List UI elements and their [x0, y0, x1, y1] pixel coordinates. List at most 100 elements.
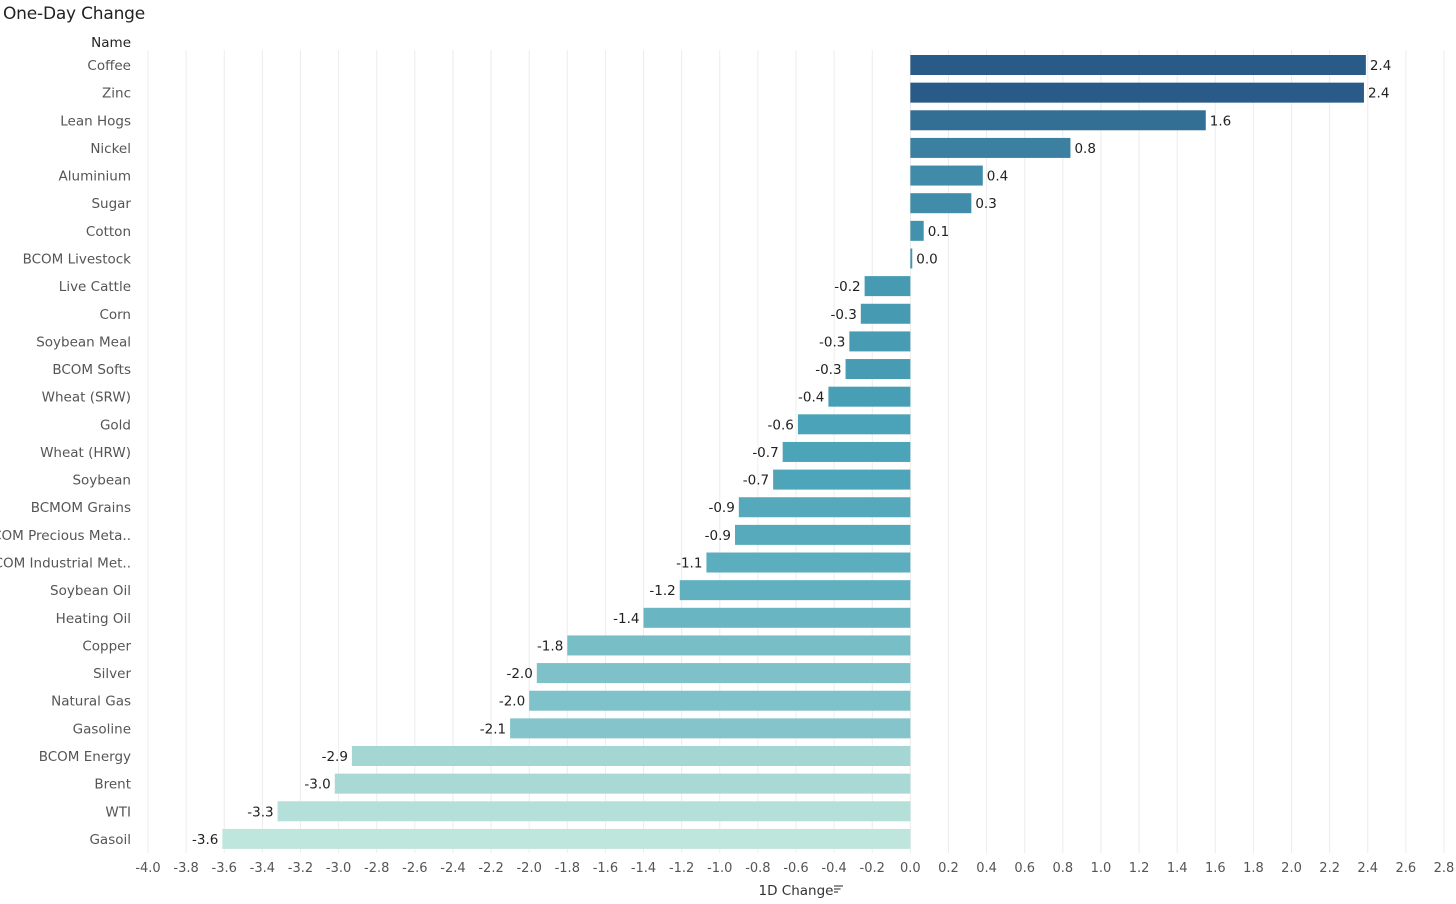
- bar[interactable]: [529, 690, 911, 711]
- category-label: Sugar: [91, 196, 131, 212]
- bar[interactable]: [845, 359, 911, 380]
- data-label: -1.8: [537, 638, 563, 654]
- labels: Name Coffee 2.4 Zinc 2.4 Lean Hogs 1.6 Nickel 0.…: [0, 35, 1391, 848]
- category-label: Zinc: [102, 86, 131, 102]
- bar[interactable]: [510, 718, 911, 739]
- data-label: -0.3: [819, 334, 845, 350]
- data-label: 0.0: [916, 251, 937, 267]
- category-label: Corn: [99, 307, 131, 323]
- x-tick-label: 1.0: [1091, 861, 1112, 876]
- x-tick-label: 2.4: [1357, 861, 1378, 876]
- chart-title: One-Day Change: [3, 4, 146, 24]
- data-label: -2.0: [499, 694, 525, 710]
- x-tick-label: -0.2: [860, 861, 885, 876]
- x-tick-label: 1.2: [1129, 861, 1150, 876]
- x-tick-label: -0.6: [783, 861, 808, 876]
- data-label: -0.4: [798, 390, 824, 406]
- x-tick-label: 1.6: [1205, 861, 1226, 876]
- x-tick-label: -2.8: [364, 861, 389, 876]
- row-header: Name: [91, 35, 131, 51]
- category-label: Lean Hogs: [60, 113, 131, 129]
- bar[interactable]: [536, 663, 911, 684]
- category-label: BCOM Livestock: [23, 251, 132, 267]
- x-tick-label: -1.2: [669, 861, 694, 876]
- bar[interactable]: [860, 303, 911, 324]
- bar[interactable]: [910, 137, 1071, 158]
- category-label: Natural Gas: [51, 694, 131, 710]
- bar[interactable]: [773, 469, 911, 490]
- data-label: 2.4: [1370, 58, 1391, 74]
- data-label: -2.1: [480, 721, 506, 737]
- data-label: -0.7: [743, 473, 769, 489]
- bar[interactable]: [351, 746, 911, 766]
- data-label: -3.6: [192, 832, 218, 848]
- category-label: Nickel: [90, 141, 131, 157]
- bar[interactable]: [567, 635, 911, 656]
- x-tick-label: -3.2: [288, 861, 313, 876]
- bars: [222, 55, 1366, 849]
- bar[interactable]: [910, 248, 913, 269]
- data-label: 0.1: [928, 224, 949, 240]
- category-label: Live Cattle: [59, 279, 131, 295]
- data-label: -0.3: [830, 307, 856, 323]
- category-label: Soybean Meal: [36, 334, 131, 350]
- bar[interactable]: [849, 331, 911, 352]
- bar[interactable]: [222, 828, 911, 849]
- category-label: BCMOM Grains: [31, 500, 131, 516]
- bar[interactable]: [782, 441, 911, 462]
- data-label: 0.8: [1074, 141, 1095, 157]
- bar[interactable]: [735, 524, 911, 545]
- category-label: Coffee: [87, 58, 131, 74]
- data-label: -0.9: [708, 500, 734, 516]
- bar[interactable]: [706, 552, 911, 573]
- x-tick-label: -1.0: [707, 861, 732, 876]
- bar[interactable]: [334, 773, 911, 794]
- data-label: -0.9: [705, 528, 731, 544]
- data-label: -2.9: [322, 749, 348, 765]
- category-label: Aluminium: [59, 169, 131, 185]
- bar[interactable]: [910, 110, 1206, 131]
- category-label: WTI: [105, 804, 131, 820]
- category-label: BCOM Softs: [52, 362, 131, 378]
- category-label: Copper: [82, 638, 131, 654]
- x-tick-label: 2.8: [1434, 861, 1455, 876]
- bar[interactable]: [679, 580, 911, 601]
- x-tick-label: -3.4: [250, 861, 275, 876]
- data-label: -0.7: [752, 445, 778, 461]
- x-tick-label: -2.0: [516, 861, 541, 876]
- category-label: Cotton: [86, 224, 131, 240]
- bar[interactable]: [910, 82, 1364, 103]
- x-tick-label: -1.6: [593, 861, 618, 876]
- bar[interactable]: [797, 414, 911, 435]
- bar[interactable]: [828, 386, 911, 407]
- bar[interactable]: [864, 276, 911, 297]
- x-tick-label: -0.4: [821, 861, 846, 876]
- x-tick-label: -3.8: [173, 861, 198, 876]
- x-tick-label: -1.8: [555, 861, 580, 876]
- data-label: 0.3: [975, 196, 996, 212]
- x-tick-label: 1.4: [1167, 861, 1188, 876]
- category-label: Brent: [94, 777, 131, 793]
- data-label: -1.4: [613, 611, 639, 627]
- sort-descending-icon[interactable]: [834, 885, 843, 893]
- bar[interactable]: [910, 165, 983, 186]
- x-tick-label: 0.6: [1014, 861, 1035, 876]
- category-label: BCOM Energy: [39, 749, 131, 765]
- bar[interactable]: [910, 220, 924, 241]
- category-label: BCOM Industrial Met..: [0, 556, 131, 572]
- bar[interactable]: [643, 607, 911, 628]
- bar[interactable]: [738, 497, 911, 518]
- data-label: -3.0: [304, 777, 330, 793]
- x-tick-label: 0.0: [900, 861, 921, 876]
- bar[interactable]: [277, 801, 911, 822]
- bar[interactable]: [910, 193, 972, 214]
- x-tick-label: 2.6: [1396, 861, 1417, 876]
- x-tick-label: 2.2: [1319, 861, 1340, 876]
- category-label: Gasoil: [89, 832, 131, 848]
- category-label: BCOM Precious Meta..: [0, 528, 131, 544]
- x-tick-label: -2.6: [402, 861, 427, 876]
- data-label: -3.3: [247, 804, 273, 820]
- bar[interactable]: [910, 55, 1366, 75]
- x-tick-label: -1.4: [631, 861, 656, 876]
- x-tick-label: -4.0: [135, 861, 160, 876]
